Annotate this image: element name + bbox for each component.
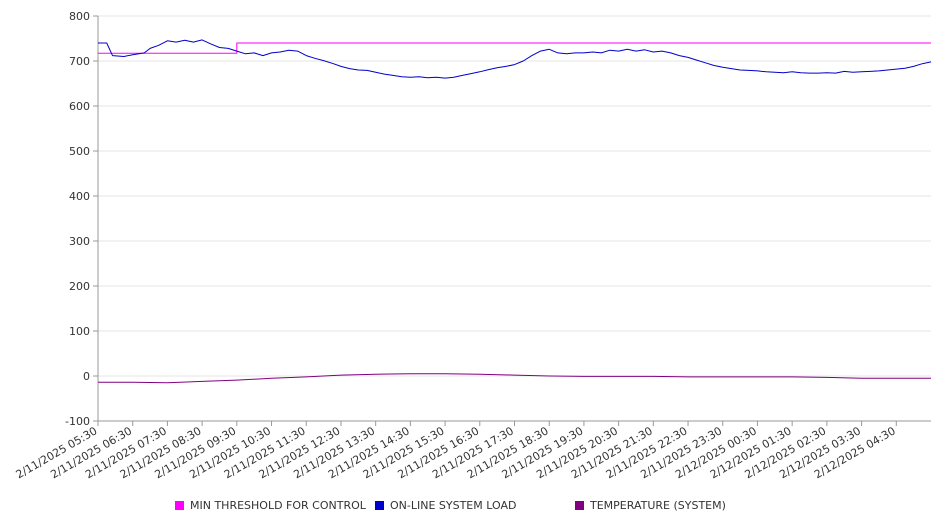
axes — [97, 16, 931, 422]
series-line-min-threshold — [98, 42, 931, 54]
legend-label-min-threshold: MIN THRESHOLD FOR CONTROL — [190, 499, 366, 512]
legend-item-min-threshold: MIN THRESHOLD FOR CONTROL — [175, 499, 366, 512]
series-line-temperature — [98, 373, 931, 384]
legend-swatch-system-load — [375, 501, 384, 510]
y-tick-label: -100 — [65, 415, 90, 428]
y-tick-label: 300 — [69, 235, 90, 248]
y-axis-tick-labels: -100 0 100 200 300 400 500 600 700 800 — [65, 10, 90, 428]
y-tick-label: 200 — [69, 280, 90, 293]
y-tick-label: 100 — [69, 325, 90, 338]
grid-lines — [93, 15, 931, 426]
y-tick-label: 800 — [69, 10, 90, 23]
legend-item-system-load: ON-LINE SYSTEM LOAD — [375, 499, 516, 512]
y-tick-label: 400 — [69, 190, 90, 203]
y-tick-label: 500 — [69, 145, 90, 158]
y-tick-label: 0 — [83, 370, 90, 383]
y-tick-label: 600 — [69, 100, 90, 113]
series-line-system-load — [98, 39, 932, 79]
legend-item-temperature: TEMPERATURE (SYSTEM) — [575, 499, 726, 512]
legend-swatch-temperature — [575, 501, 584, 510]
legend-swatch-min-threshold — [175, 501, 184, 510]
legend-label-system-load: ON-LINE SYSTEM LOAD — [390, 499, 517, 512]
y-tick-label: 700 — [69, 55, 90, 68]
series-lines — [98, 39, 932, 384]
x-axis-tick-labels: 2/11/2025 05:302/11/2025 06:302/11/2025 … — [14, 424, 898, 481]
legend-label-temperature: TEMPERATURE (SYSTEM) — [590, 499, 726, 512]
legend: MIN THRESHOLD FOR CONTROL ON-LINE SYSTEM… — [0, 499, 946, 513]
